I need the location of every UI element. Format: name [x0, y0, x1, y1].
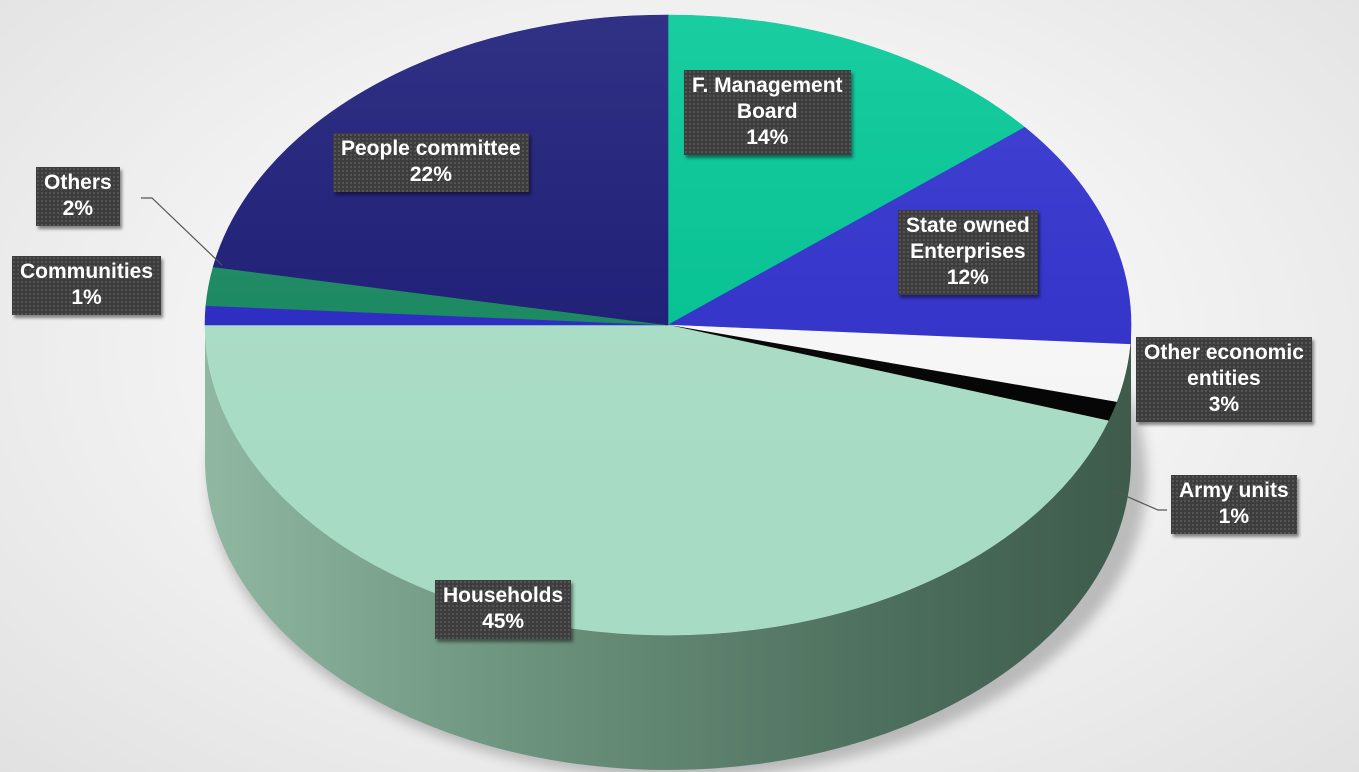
data-label-line: People committee [341, 137, 521, 160]
data-label-line: 1% [71, 286, 102, 309]
data-label-line: Others [44, 171, 112, 194]
data-label-army-units: Army units 1% [1171, 475, 1297, 534]
data-label-line: Other economic [1144, 341, 1304, 364]
data-label-line: State owned [906, 214, 1030, 237]
data-label-other-economic-entities: Other economic entities 3% [1136, 337, 1312, 422]
data-label-people-committee: People committee 22% [333, 133, 529, 192]
data-label-others: Others 2% [36, 167, 120, 226]
data-label-f-management-board: F. Management Board 14% [684, 70, 851, 155]
data-label-line: 2% [62, 197, 94, 220]
data-label-communities: Communities 1% [12, 256, 162, 315]
data-label-line: 3% [1208, 393, 1240, 416]
data-label-line: 1% [1218, 505, 1250, 528]
data-label-line: Board [736, 100, 798, 123]
pie-side-wall [205, 325, 1131, 770]
data-label-line: Households [443, 584, 564, 607]
data-label-line: Communities [20, 260, 154, 283]
data-label-line: 14% [746, 126, 789, 149]
data-label-line: 45% [482, 610, 525, 633]
data-label-line: 22% [409, 163, 452, 186]
data-label-state-owned-enterprises: State owned Enterprises 12% [898, 210, 1038, 295]
data-label-line: Enterprises [910, 240, 1026, 263]
data-label-line: entities [1187, 367, 1261, 390]
data-label-line: Army units [1179, 479, 1289, 502]
data-label-households: Households 45% [435, 580, 572, 639]
leader-line-others [141, 197, 223, 266]
data-label-line: F. Management [692, 74, 843, 97]
data-label-line: 12% [946, 266, 989, 289]
leader-line-army-units [1111, 489, 1167, 511]
